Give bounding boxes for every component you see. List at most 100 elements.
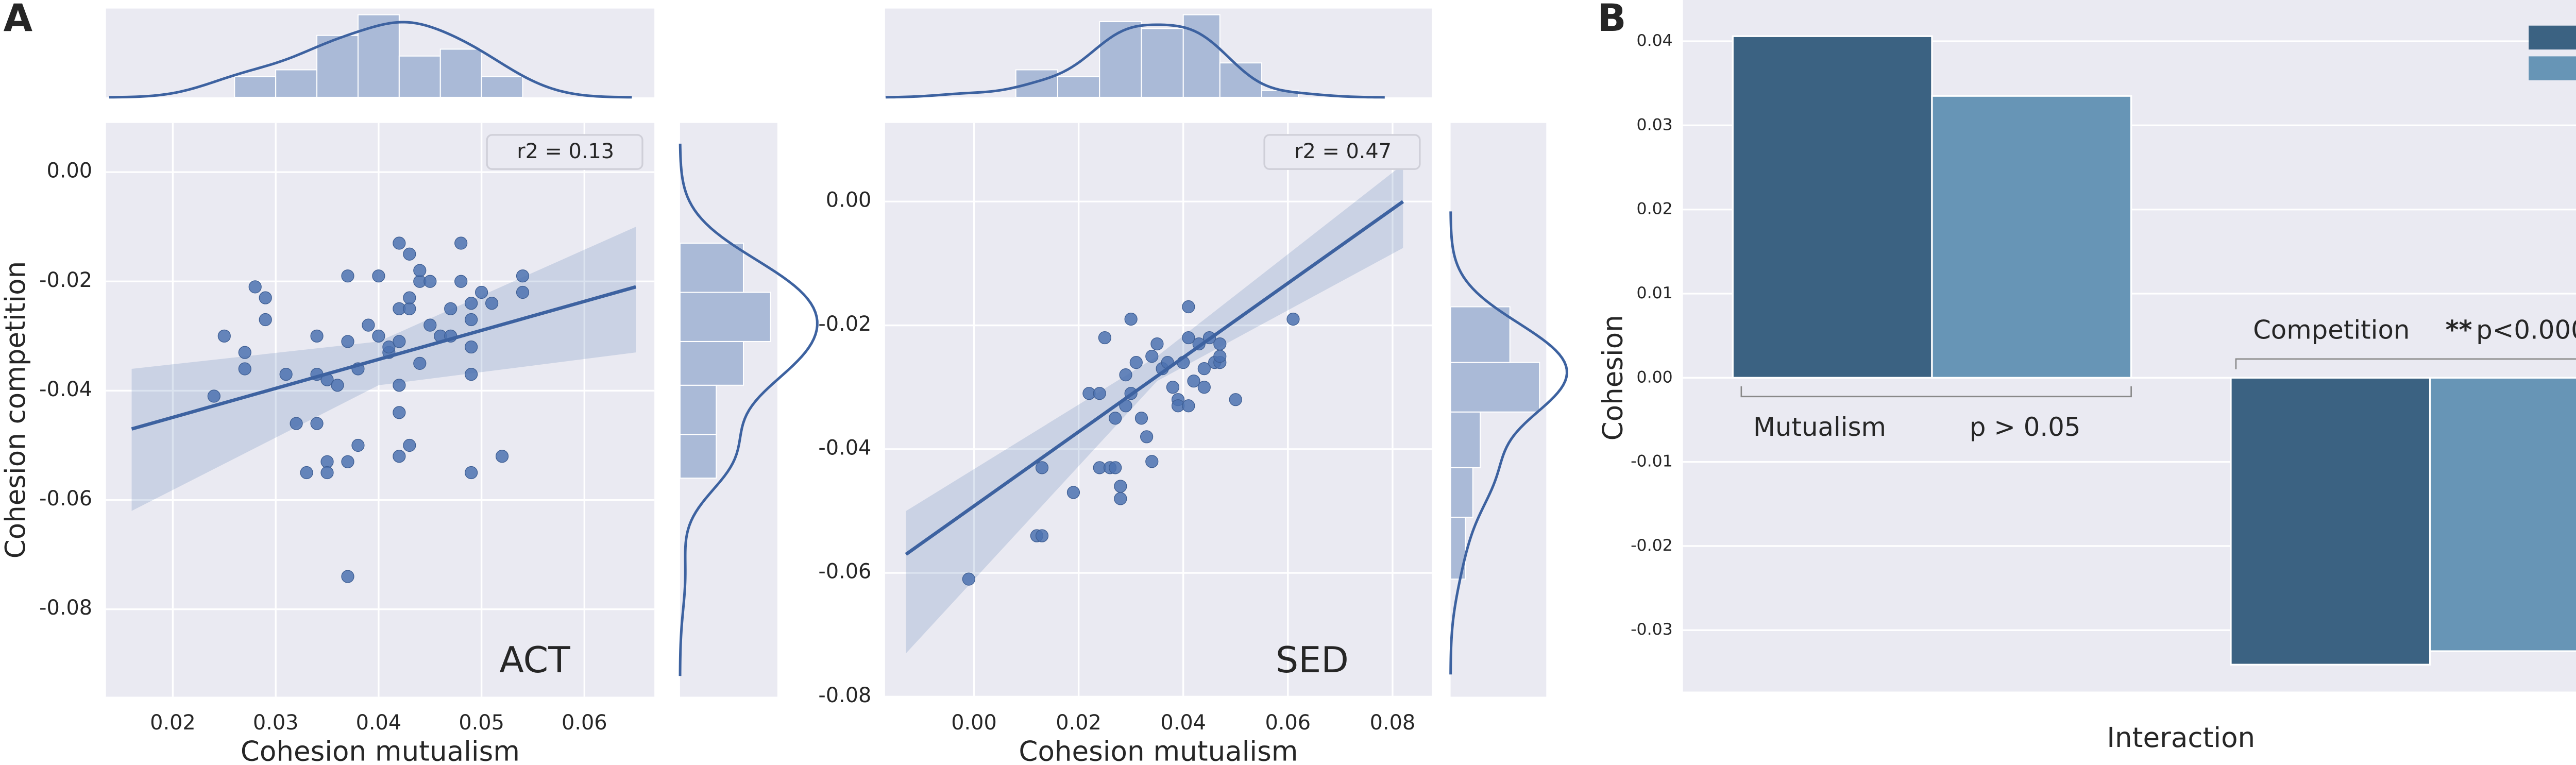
density-curve [109,21,632,99]
data-point [310,329,324,343]
data-point [423,275,437,288]
y-tick-label: 0.02 [1637,200,1673,218]
y-tick-label: -0.02 [39,268,92,292]
data-point [1035,529,1049,542]
x-tick-label: 0.03 [253,711,299,735]
data-point [217,329,231,343]
data-point [1197,362,1211,376]
y-tick-label: 0.03 [1637,115,1673,134]
y-tick-label: -0.08 [818,684,871,707]
data-point [1229,393,1242,406]
y-tick-label: -0.06 [39,487,92,511]
histogram-bar [1057,76,1100,98]
data-point [1035,461,1049,474]
y-axis-label: Cohesion [1597,315,1629,440]
bar [1732,35,1933,379]
y-tick-label: 0.00 [826,189,872,212]
data-point [454,236,468,250]
data-point [465,340,478,354]
histogram-bar [1182,14,1221,98]
bar [2429,377,2576,652]
y-tick-label: -0.03 [1631,620,1672,639]
density-curve [1449,211,1568,675]
data-point [465,297,478,310]
data-point [1109,412,1122,425]
data-point [372,269,385,283]
data-point [1150,337,1164,351]
data-point [238,346,251,359]
histogram-bar [679,384,717,435]
histogram-bar [1450,362,1540,413]
histogram-bar [398,55,441,98]
histogram-bar [234,76,277,98]
data-point [382,340,396,354]
data-point [248,280,262,294]
x-tick-label: 0.06 [1265,711,1311,735]
data-point [423,318,437,332]
bar [2230,377,2431,666]
data-point [341,455,354,468]
data-point [1197,381,1211,394]
histogram-bar [275,69,318,98]
data-point [516,269,530,283]
x-tick-label: 0.02 [1056,711,1101,735]
data-point [403,291,416,304]
histogram-bar [316,35,359,98]
data-point [1098,331,1111,345]
data-point [403,302,416,315]
x-tick-label: 0.05 [459,711,504,735]
x-tick-label: 0.04 [1160,711,1206,735]
data-point [351,438,365,452]
histogram-bar [679,341,744,386]
data-point [259,313,272,327]
annotation-box [1263,134,1421,170]
category-label: Competition [2253,315,2410,345]
data-point [1109,461,1122,474]
data-point [393,236,406,250]
y-tick-label: -0.04 [818,436,871,460]
panel-label: A [4,0,33,40]
data-point [1066,486,1080,499]
significance: p > 0.05 [1970,412,2081,442]
y-tick-label: -0.06 [818,560,871,584]
y-tick-label: 0.00 [47,159,93,183]
data-point [1182,300,1195,314]
confidence-band [131,227,636,511]
data-point [320,466,334,480]
data-point [1093,387,1106,400]
y-tick-label: -0.02 [1631,536,1672,555]
data-point [279,367,293,381]
y-tick-label: 0.01 [1637,284,1673,302]
annotation: r2 = 0.47 [1294,140,1392,163]
data-point [393,335,406,348]
bar [1931,95,2132,379]
annotation-box [486,134,643,170]
marginal-background [106,8,655,97]
data-point [1134,412,1148,425]
bracket [1740,386,2132,398]
data-point [341,570,354,583]
data-point [1145,455,1159,468]
data-point [300,466,313,480]
significance: p<0.0005 [2476,315,2576,345]
data-point [413,264,427,277]
panel-label: B [1598,0,1626,40]
data-point [454,275,468,288]
annotation: r2 = 0.13 [517,140,614,163]
confidence-band [906,164,1403,654]
x-axis-label: Cohesion mutualism [1019,735,1298,765]
data-point [1213,350,1227,363]
x-tick-label: 0.04 [356,711,402,735]
density-curve [679,143,819,676]
data-point [372,329,385,343]
histogram-bar [1450,467,1473,518]
data-point [259,291,272,304]
x-tick-label: 0.06 [562,711,607,735]
regression-line [905,200,1404,556]
data-point [403,247,416,261]
x-axis-label: Cohesion mutualism [241,735,520,765]
x-axis-label: Interaction [2107,722,2255,754]
density-curve [885,23,1385,99]
data-point [341,269,354,283]
